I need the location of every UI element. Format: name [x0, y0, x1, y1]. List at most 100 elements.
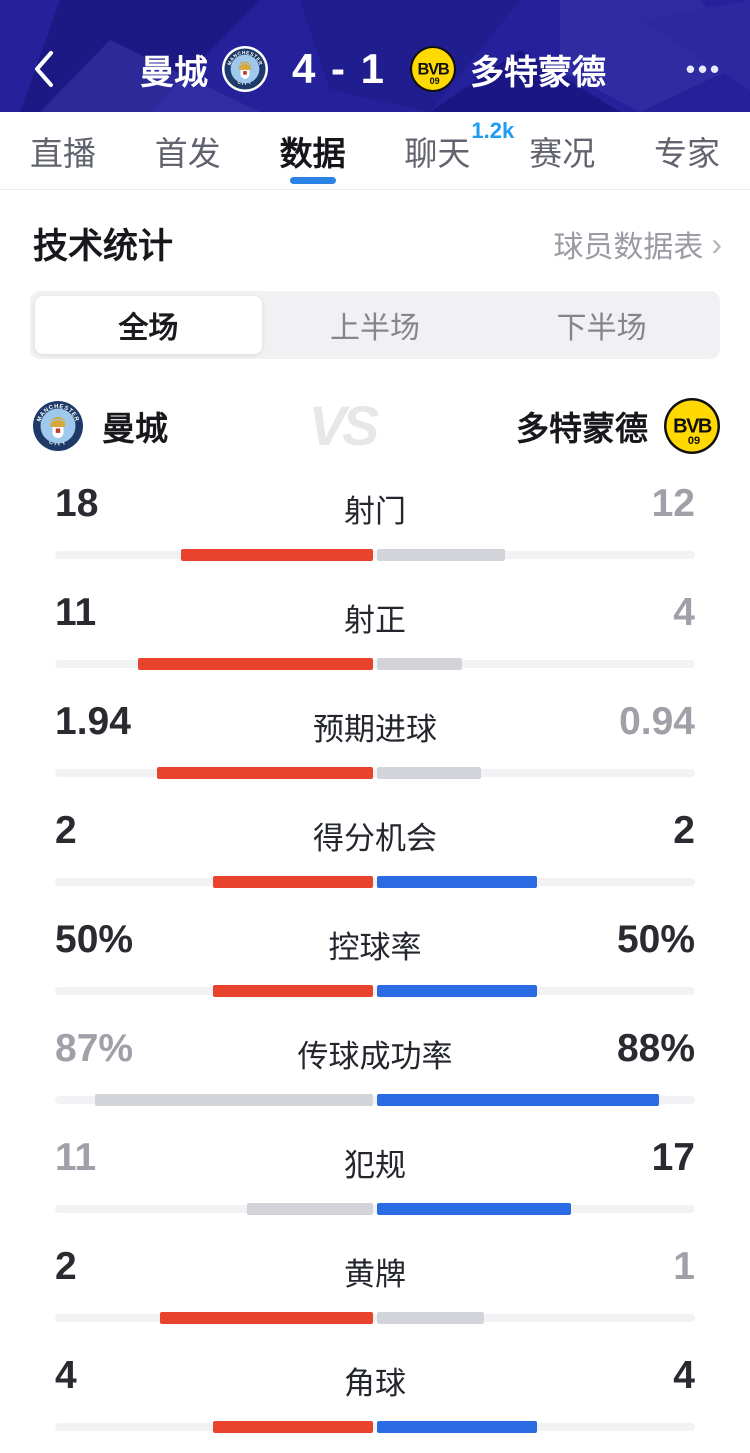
stat-bar	[55, 766, 695, 780]
section-header: 技术统计 球员数据表 ›	[0, 190, 750, 287]
away-stat-value: 4	[673, 1354, 695, 1397]
home-bar-fill	[213, 985, 373, 997]
home-stat-value: 1.94	[55, 700, 131, 743]
segment-label: 全场	[118, 312, 179, 345]
home-stat-value: 87%	[55, 1027, 134, 1070]
stat-label: 控球率	[328, 930, 422, 965]
bar-track	[55, 660, 695, 668]
stat-row: 11 射正 4	[0, 581, 750, 690]
away-stat-value: 12	[651, 482, 695, 525]
borussia-dortmund-crest-icon	[664, 397, 720, 454]
starball-pattern-decoration	[0, 0, 750, 112]
segment-label: 下半场	[556, 312, 647, 345]
away-bar-fill	[377, 658, 463, 670]
stat-bar	[55, 548, 695, 562]
segment[interactable]: 下半场	[488, 296, 715, 354]
stat-label: 得分机会	[313, 821, 437, 856]
stat-row: 2 得分机会 2	[0, 799, 750, 908]
bar-track	[55, 1314, 695, 1322]
bar-track	[55, 878, 695, 886]
stat-bar	[55, 1311, 695, 1325]
away-bar-fill	[377, 876, 537, 888]
header-home-team-name: 曼城	[139, 53, 208, 92]
tab-bar: 直播 首发 数据 聊天 1.2k 赛况 专家	[0, 112, 750, 190]
home-team-name: 曼城	[102, 409, 168, 447]
away-stat-value: 4	[673, 591, 695, 634]
vs-watermark: VS	[308, 394, 380, 457]
tab-label: 专家	[653, 134, 720, 172]
stat-label: 角球	[344, 1366, 406, 1401]
away-stat-value: 2	[673, 809, 695, 852]
stat-row: 2 黄牌 1	[0, 1235, 750, 1344]
stat-bar	[55, 875, 695, 889]
segment[interactable]: 全场	[35, 296, 262, 354]
home-stat-value: 4	[55, 1354, 77, 1397]
stat-row: 18 射门 12	[0, 472, 750, 581]
back-button[interactable]	[22, 47, 66, 91]
stats-list: 18 射门 12 11 射正 4 1.94 预期进球	[0, 464, 750, 1453]
bar-track	[55, 1423, 695, 1431]
stat-bar	[55, 1093, 695, 1107]
stat-label: 黄牌	[344, 1257, 406, 1292]
stat-bar	[55, 984, 695, 998]
stat-label: 预期进球	[313, 712, 437, 747]
tab[interactable]: 专家	[654, 112, 720, 189]
player-stats-link-label: 球员数据表	[553, 230, 704, 264]
tab[interactable]: 赛况	[529, 112, 595, 189]
home-stat-value: 2	[55, 809, 77, 852]
section-title: 技术统计	[33, 227, 174, 266]
bar-track	[55, 1205, 695, 1213]
stat-label: 犯规	[344, 1148, 406, 1183]
manchester-city-crest-icon	[30, 397, 86, 454]
tab-label: 数据	[279, 134, 346, 172]
tab[interactable]: 数据	[280, 112, 346, 189]
tab[interactable]: 直播	[30, 112, 96, 189]
home-bar-fill	[213, 1421, 373, 1433]
stat-row: 50% 控球率 50%	[0, 908, 750, 1017]
bar-track	[55, 551, 695, 559]
stat-bar	[55, 1202, 695, 1216]
stat-row: 11 犯规 17	[0, 1126, 750, 1235]
bar-track	[55, 1096, 695, 1104]
home-bar-fill	[247, 1203, 373, 1215]
chevron-right-icon: ›	[711, 225, 722, 262]
stat-label: 传球成功率	[297, 1039, 453, 1074]
manchester-city-crest-icon	[221, 46, 268, 92]
tab-label: 直播	[30, 134, 96, 172]
match-header: 曼城 4 - 1 多特蒙德 •••	[0, 0, 750, 112]
home-stat-value: 11	[55, 1136, 97, 1179]
away-bar-fill	[377, 1094, 659, 1106]
segment-label: 上半场	[330, 312, 420, 345]
tab-label: 赛况	[529, 134, 596, 172]
home-bar-fill	[181, 549, 373, 561]
away-stat-value: 50%	[616, 918, 695, 961]
away-bar-fill	[377, 1312, 484, 1324]
chevron-left-icon	[35, 51, 53, 87]
player-stats-link[interactable]: 球员数据表 ›	[553, 222, 722, 266]
stat-label: 射正	[344, 603, 406, 638]
away-bar-fill	[377, 549, 505, 561]
borussia-dortmund-crest-icon	[410, 46, 457, 92]
match-score: 4 - 1	[291, 45, 387, 92]
away-bar-fill	[377, 767, 482, 779]
away-team: 多特蒙德	[516, 397, 720, 454]
bar-track	[55, 987, 695, 995]
home-bar-fill	[213, 876, 373, 888]
stat-bar	[55, 657, 695, 671]
tab-label: 首发	[154, 134, 221, 172]
tab-count-badge: 1.2k	[471, 118, 515, 143]
stat-bar	[55, 1420, 695, 1434]
away-bar-fill	[377, 985, 537, 997]
tab[interactable]: 聊天 1.2k	[404, 112, 514, 189]
bar-track	[55, 769, 695, 777]
segment[interactable]: 上半场	[262, 296, 489, 354]
away-stat-value: 0.94	[619, 700, 695, 743]
more-button[interactable]: •••	[680, 47, 728, 91]
away-team-name: 多特蒙德	[516, 409, 648, 447]
tab[interactable]: 首发	[155, 112, 221, 189]
home-bar-fill	[94, 1094, 373, 1106]
home-stat-value: 11	[55, 591, 97, 634]
stat-row: 1.94 预期进球 0.94	[0, 690, 750, 799]
tab-label: 聊天	[404, 134, 471, 172]
home-team: 曼城	[30, 397, 168, 454]
